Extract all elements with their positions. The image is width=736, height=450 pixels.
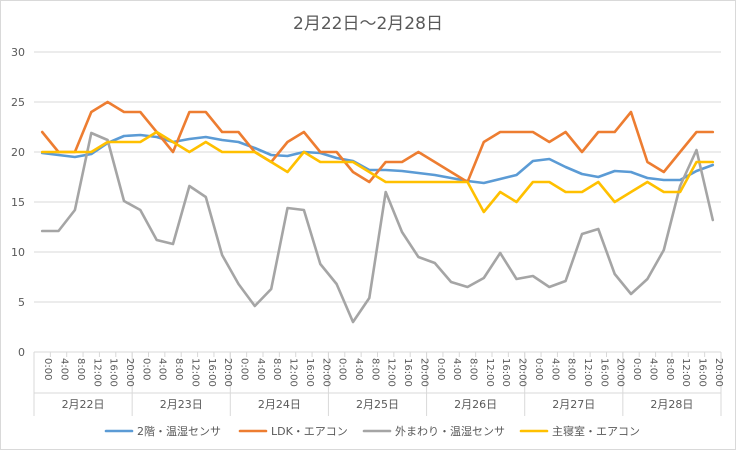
legend-label: 主寝室・エアコン — [552, 424, 640, 438]
y-tick-label: 0 — [18, 346, 25, 359]
hour-tick-label: 8:00 — [173, 358, 184, 380]
day-label: 2月23日 — [160, 398, 203, 411]
hour-tick-label: 20:00 — [222, 358, 233, 387]
hour-tick-label: 20:00 — [713, 358, 724, 387]
hour-tick-label: 8:00 — [369, 358, 380, 380]
day-label: 2月25日 — [356, 398, 399, 411]
hour-tick-label: 4:00 — [157, 358, 168, 380]
hour-tick-label: 12:00 — [189, 358, 200, 387]
hour-tick-label: 16:00 — [304, 358, 315, 387]
hour-tick-label: 4:00 — [255, 358, 266, 380]
legend-label: 2階・温湿センサ — [137, 424, 221, 438]
hour-tick-label: 0:00 — [533, 358, 544, 380]
hour-tick-label: 4:00 — [549, 358, 560, 380]
hour-tick-label: 12:00 — [386, 358, 397, 387]
legend-label: 外まわり・温湿センサ — [395, 425, 505, 438]
day-label: 2月27日 — [552, 398, 595, 411]
hour-tick-label: 20:00 — [124, 358, 135, 387]
y-tick-label: 20 — [11, 146, 25, 159]
hour-tick-label: 12:00 — [288, 358, 299, 387]
hour-tick-label: 0:00 — [42, 358, 53, 380]
hour-tick-label: 4:00 — [451, 358, 462, 380]
hour-tick-label: 8:00 — [271, 358, 282, 380]
hour-tick-label: 16:00 — [500, 358, 511, 387]
hour-tick-label: 0:00 — [238, 358, 249, 380]
day-label: 2月26日 — [454, 398, 497, 411]
hour-tick-label: 0:00 — [435, 358, 446, 380]
y-tick-label: 15 — [11, 196, 25, 209]
hour-tick-label: 16:00 — [402, 358, 413, 387]
hour-tick-label: 4:00 — [353, 358, 364, 380]
hour-tick-label: 8:00 — [664, 358, 675, 380]
hour-tick-label: 16:00 — [598, 358, 609, 387]
hour-tick-label: 16:00 — [206, 358, 217, 387]
day-label: 2月22日 — [62, 398, 105, 411]
chart-title: 2月22日～2月28日 — [293, 14, 443, 34]
series-line-2 — [40, 100, 715, 184]
hour-tick-label: 12:00 — [484, 358, 495, 387]
hour-tick-label: 0:00 — [337, 358, 348, 380]
hour-tick-label: 20:00 — [615, 358, 626, 387]
day-label: 2月24日 — [258, 398, 301, 411]
hour-tick-label: 16:00 — [696, 358, 707, 387]
y-tick-label: 5 — [18, 296, 25, 309]
hour-tick-label: 16:00 — [108, 358, 119, 387]
series-line-3 — [40, 131, 715, 324]
y-tick-label: 10 — [11, 246, 25, 259]
hour-tick-label: 4:00 — [59, 358, 70, 380]
hour-tick-label: 20:00 — [320, 358, 331, 387]
day-label: 2月28日 — [650, 398, 693, 411]
hour-tick-label: 8:00 — [467, 358, 478, 380]
hour-tick-label: 12:00 — [91, 358, 102, 387]
series-line-4 — [40, 130, 715, 214]
hour-tick-label: 20:00 — [517, 358, 528, 387]
hour-tick-label: 20:00 — [418, 358, 429, 387]
legend-label: LDK・エアコン — [271, 425, 348, 438]
hour-tick-label: 8:00 — [566, 358, 577, 380]
y-tick-label: 25 — [11, 96, 25, 109]
hour-tick-label: 12:00 — [582, 358, 593, 387]
hour-tick-label: 4:00 — [647, 358, 658, 380]
hour-tick-label: 0:00 — [631, 358, 642, 380]
y-tick-label: 30 — [11, 46, 25, 59]
hour-tick-label: 0:00 — [140, 358, 151, 380]
hour-tick-label: 8:00 — [75, 358, 86, 380]
hour-tick-label: 12:00 — [680, 358, 691, 387]
